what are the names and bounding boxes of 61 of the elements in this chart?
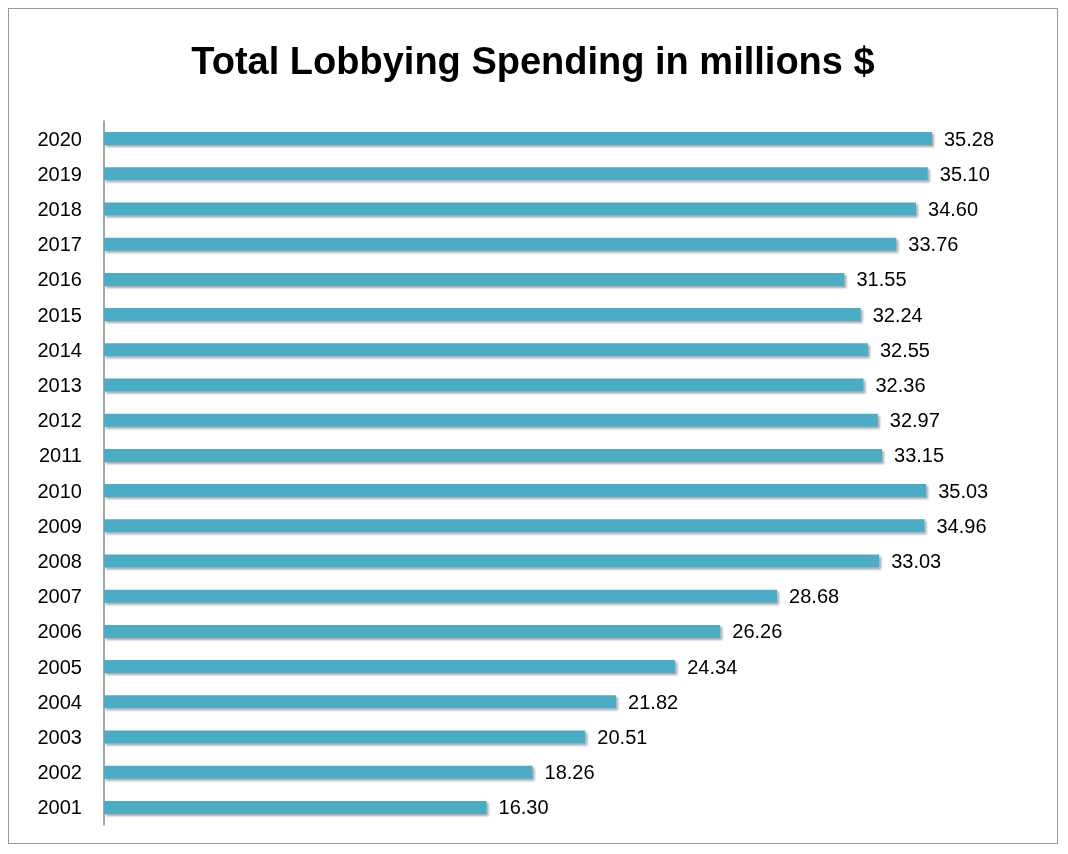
y-tick-label: 2004 xyxy=(37,690,82,713)
bar xyxy=(104,730,586,744)
y-tick-label: 2007 xyxy=(37,585,82,608)
data-label: 28.68 xyxy=(789,585,840,608)
data-label: 33.15 xyxy=(894,444,945,467)
y-tick-label: 2009 xyxy=(37,514,82,537)
data-label: 33.03 xyxy=(891,550,942,572)
data-label: 21.82 xyxy=(628,690,679,713)
y-tick-label: 2011 xyxy=(38,444,82,467)
y-tick-label: 2014 xyxy=(37,338,82,361)
y-tick-label: 2005 xyxy=(37,655,82,678)
bar xyxy=(104,484,927,498)
y-tick-label: 2016 xyxy=(37,268,82,291)
bar xyxy=(104,413,878,427)
data-label: 18.26 xyxy=(544,761,595,784)
bar xyxy=(104,800,487,814)
y-tick-label: 2012 xyxy=(37,409,82,432)
bar xyxy=(104,202,917,216)
data-label: 35.03 xyxy=(938,479,989,502)
data-label: 34.60 xyxy=(928,198,979,220)
bar xyxy=(104,695,617,709)
y-tick-label: 2019 xyxy=(37,162,82,185)
y-tick-label: 2006 xyxy=(37,620,82,643)
bar xyxy=(104,624,721,638)
bar xyxy=(104,343,868,357)
y-tick-label: 2015 xyxy=(37,303,82,326)
y-tick-label: 2001 xyxy=(37,796,82,819)
bar xyxy=(104,132,932,146)
y-tick-label: 2013 xyxy=(37,374,82,396)
data-label: 24.34 xyxy=(687,655,738,678)
data-label: 33.76 xyxy=(908,233,959,256)
data-label: 20.51 xyxy=(597,726,648,748)
bar xyxy=(104,308,861,322)
data-label: 32.55 xyxy=(879,338,930,361)
data-label: 31.55 xyxy=(856,268,907,291)
data-label: 35.28 xyxy=(944,127,995,150)
bar xyxy=(104,167,928,181)
bar xyxy=(104,765,533,779)
bar xyxy=(104,378,864,392)
data-label: 32.97 xyxy=(889,409,940,432)
data-label: 32.36 xyxy=(875,374,926,396)
data-label: 35.10 xyxy=(939,162,990,185)
chart-title: Total Lobbying Spending in millions $ xyxy=(191,40,875,82)
y-tick-label: 2002 xyxy=(37,761,82,784)
y-tick-label: 2018 xyxy=(37,198,82,220)
data-label: 16.30 xyxy=(498,796,549,819)
y-tick-label: 2008 xyxy=(37,550,82,572)
bar xyxy=(104,272,845,286)
data-label: 34.96 xyxy=(936,514,987,537)
bar xyxy=(104,237,897,251)
y-tick-label: 2020 xyxy=(37,127,82,150)
data-label: 26.26 xyxy=(732,620,783,643)
bar xyxy=(104,554,880,568)
y-tick-label: 2003 xyxy=(37,726,82,748)
bar xyxy=(104,589,778,603)
y-tick-label: 2010 xyxy=(37,479,82,502)
bar xyxy=(104,660,676,674)
bar xyxy=(104,448,883,462)
data-label: 32.24 xyxy=(872,303,923,326)
y-tick-label: 2017 xyxy=(37,233,82,256)
bar xyxy=(104,519,925,533)
